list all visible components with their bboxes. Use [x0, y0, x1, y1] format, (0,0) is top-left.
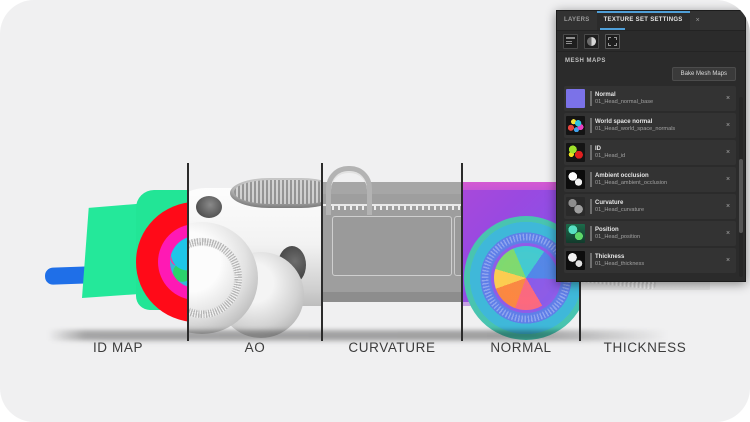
render-band-curvature	[322, 160, 462, 342]
map-thumbnail-ambient-occlusion	[566, 170, 585, 189]
tab-layers[interactable]: LAYERS	[564, 17, 590, 23]
map-title: World space normal	[595, 118, 653, 125]
list-item[interactable]: World space normal 01_Head_world_space_n…	[564, 113, 736, 138]
map-thumbnail-normal	[566, 89, 585, 108]
map-filename: 01_Head_thickness	[595, 260, 645, 267]
map-filename: 01_Head_normal_base	[595, 98, 654, 105]
map-color-bar	[590, 118, 592, 133]
bake-mesh-maps-button[interactable]: Bake Mesh Maps	[671, 67, 736, 81]
map-title: Normal	[595, 91, 616, 98]
ground-shadow-soft	[48, 338, 668, 342]
map-thumbnail-thickness	[566, 251, 585, 270]
section-divider-1	[187, 163, 189, 341]
car-rivets-curvature	[326, 206, 462, 210]
list-item[interactable]: Ambient occlusion 01_Head_ambient_occlus…	[564, 167, 736, 192]
car-rollbar-curvature	[326, 166, 372, 215]
map-title: Curvature	[595, 199, 624, 206]
map-filename: 01_Head_ambient_occlusion	[595, 179, 668, 186]
section-label-thickness: THICKNESS	[603, 340, 687, 355]
list-item[interactable]: Curvature 01_Head_curvature ×	[564, 194, 736, 219]
car-panel-curvature	[332, 216, 452, 276]
map-thumbnail-curvature	[566, 197, 585, 216]
remove-icon[interactable]: ×	[725, 203, 731, 210]
bake-row: Bake Mesh Maps	[557, 67, 745, 86]
remove-icon[interactable]: ×	[725, 149, 731, 156]
panel-toolbar	[557, 27, 745, 52]
map-thumbnail-world-space-normal	[566, 116, 585, 135]
panel-scrollbar-thumb[interactable]	[739, 159, 743, 233]
map-color-bar	[590, 145, 592, 160]
render-band-id-map	[40, 160, 188, 342]
section-label-normal: NORMAL	[490, 340, 552, 355]
map-thumbnail-position	[566, 224, 585, 243]
map-color-bar	[590, 226, 592, 241]
map-filename: 01_Head_world_space_normals	[595, 125, 676, 132]
car-duct-ao	[196, 196, 222, 218]
remove-icon[interactable]: ×	[725, 230, 731, 237]
render-band-ao	[188, 160, 322, 342]
section-divider-2	[321, 163, 323, 341]
close-icon[interactable]: ×	[695, 17, 700, 24]
channels-icon[interactable]	[584, 33, 599, 49]
car-floor-curvature	[322, 292, 462, 302]
mesh-maps-list: Normal 01_Head_normal_base × World space…	[557, 86, 745, 273]
remove-icon[interactable]: ×	[725, 257, 731, 264]
remove-icon[interactable]: ×	[725, 95, 731, 102]
list-item[interactable]: Position 01_Head_position ×	[564, 221, 736, 246]
section-divider-3	[461, 163, 463, 341]
map-filename: 01_Head_curvature	[595, 206, 645, 213]
map-title: Ambient occlusion	[595, 172, 649, 179]
list-item[interactable]: Thickness 01_Head_thickness ×	[564, 248, 736, 273]
section-label-curvature: CURVATURE	[348, 340, 436, 355]
map-color-bar	[590, 172, 592, 187]
section-label-ao: AO	[244, 340, 266, 355]
map-title: ID	[595, 145, 601, 152]
map-color-bar	[590, 253, 592, 268]
texture-set-list-icon[interactable]	[563, 33, 578, 49]
remove-icon[interactable]: ×	[725, 176, 731, 183]
car-edge-curvature	[322, 204, 462, 206]
texture-set-settings-panel[interactable]: LAYERS TEXTURE SET SETTINGS × MESH MAPS …	[556, 10, 746, 282]
mesh-maps-icon[interactable]	[600, 27, 625, 49]
mesh-maps-title: MESH MAPS	[565, 58, 606, 64]
map-title: Thickness	[595, 253, 625, 260]
car-panel2-curvature	[454, 216, 462, 276]
list-item[interactable]: ID 01_Head_id ×	[564, 140, 736, 165]
map-color-bar	[590, 91, 592, 106]
map-color-bar	[590, 199, 592, 214]
remove-icon[interactable]: ×	[725, 122, 731, 129]
map-filename: 01_Head_id	[595, 152, 626, 159]
car-grille-ao	[234, 180, 322, 204]
car-hub-id	[170, 236, 188, 288]
list-item[interactable]: Normal 01_Head_normal_base ×	[564, 86, 736, 111]
section-label-id-map: ID MAP	[92, 340, 144, 355]
map-filename: 01_Head_position	[595, 233, 641, 240]
car-hub-normal	[494, 246, 558, 310]
section-labels: ID MAP AO CURVATURE NORMAL THICKNESS	[0, 340, 750, 372]
map-title: Position	[595, 226, 619, 233]
map-thumbnail-id	[566, 143, 585, 162]
ground-shadow	[48, 330, 668, 340]
panel-tab-bar: LAYERS TEXTURE SET SETTINGS ×	[557, 11, 745, 31]
car-wheel-inner-id	[158, 224, 188, 300]
tab-texture-set-settings[interactable]: TEXTURE SET SETTINGS	[596, 11, 690, 30]
